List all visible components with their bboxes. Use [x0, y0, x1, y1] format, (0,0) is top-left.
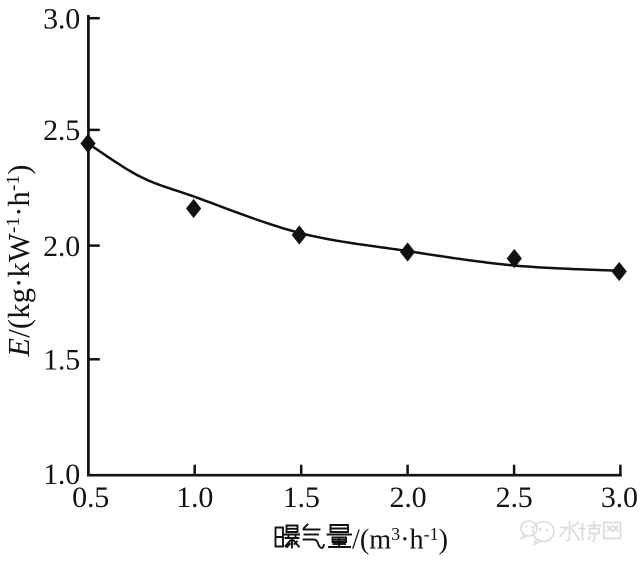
- svg-text:2.5: 2.5: [496, 481, 533, 514]
- svg-text:0.5: 0.5: [72, 481, 109, 514]
- svg-text:1.5: 1.5: [43, 344, 80, 377]
- svg-text:1.0: 1.0: [43, 458, 80, 491]
- svg-text:E/(kg·kW-1·h-1): E/(kg·kW-1·h-1): [2, 164, 36, 357]
- svg-text:2.0: 2.0: [390, 481, 427, 514]
- svg-text:2.5: 2.5: [43, 114, 80, 147]
- svg-text:2.0: 2.0: [43, 230, 80, 263]
- svg-text:1.5: 1.5: [283, 481, 320, 514]
- svg-text:1.0: 1.0: [176, 481, 213, 514]
- svg-text:3.0: 3.0: [601, 481, 638, 514]
- svg-text:3.0: 3.0: [43, 2, 80, 35]
